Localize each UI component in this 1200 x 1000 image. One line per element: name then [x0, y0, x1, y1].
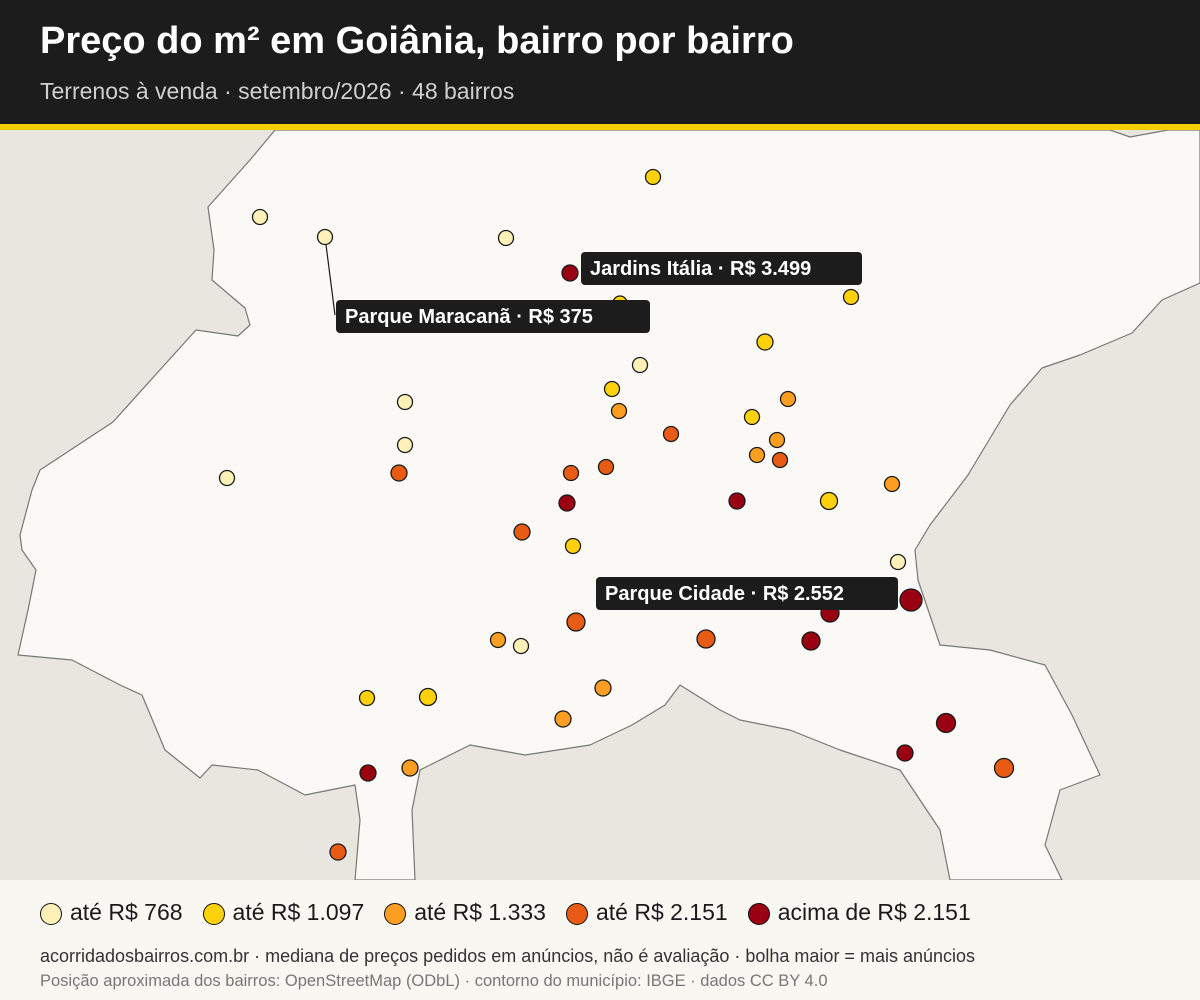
legend-label: até R$ 2.151: [595, 898, 728, 925]
neighborhood-marker[interactable]: [218, 469, 236, 487]
legend-item-tier4: até R$ 2.151: [565, 898, 728, 926]
neighborhood-marker[interactable]: [418, 687, 438, 707]
callout-box: [581, 252, 862, 285]
callout-box: [336, 300, 650, 333]
neighborhood-marker[interactable]: [558, 494, 576, 512]
neighborhood-marker[interactable]: [935, 712, 957, 734]
map-title: Preço do m² em Goiânia, bairro por bairr…: [40, 20, 794, 62]
neighborhood-marker[interactable]: [329, 843, 347, 861]
neighborhood-marker[interactable]: [603, 380, 621, 398]
neighborhood-marker[interactable]: [316, 228, 334, 246]
legend-label: acima de R$ 2.151: [777, 898, 971, 925]
neighborhood-marker[interactable]: [771, 451, 789, 469]
legend-swatch: [40, 902, 62, 925]
callout-jardins-italia: Jardins Itália · R$ 3.499: [581, 252, 862, 285]
callout-leader-line: [324, 236, 336, 316]
map-svg[interactable]: Jardins Itália · R$ 3.499 Parque Maracanã…: [0, 130, 1200, 880]
neighborhood-marker[interactable]: [756, 333, 774, 351]
legend-label: até R$ 1.333: [414, 898, 546, 925]
legend-item-tier3: até R$ 1.333: [384, 899, 546, 926]
neighborhood-marker[interactable]: [489, 631, 507, 649]
legend-item-tier2: até R$ 1.097: [202, 898, 365, 926]
map-subtitle: Terrenos à venda · setembro/2026 · 48 ba…: [40, 78, 515, 104]
neighborhood-marker[interactable]: [562, 464, 580, 482]
neighborhood-marker[interactable]: [631, 356, 649, 374]
neighborhood-marker[interactable]: [396, 393, 414, 411]
neighborhood-marker[interactable]: [359, 764, 377, 782]
accent-stripe: [0, 124, 1200, 130]
neighborhood-marker[interactable]: [390, 464, 408, 482]
neighborhood-marker[interactable]: [554, 710, 572, 728]
methodology-note: acorridadosbairros.com.br · mediana de p…: [40, 946, 976, 966]
neighborhood-marker[interactable]: [644, 168, 662, 186]
neighborhood-marker[interactable]: [662, 425, 680, 443]
neighborhood-marker[interactable]: [728, 492, 746, 510]
legend-item-tier5: acima de R$ 2.151: [747, 898, 971, 926]
callout-parque-cidade: Parque Cidade · R$ 2.552: [596, 577, 898, 610]
neighborhood-marker[interactable]: [889, 553, 907, 571]
callout-box: [596, 577, 898, 610]
neighborhood-marker[interactable]: [564, 537, 582, 555]
neighborhood-marker[interactable]: [896, 744, 914, 762]
neighborhood-marker[interactable]: [401, 759, 419, 777]
neighborhood-marker[interactable]: [819, 491, 839, 511]
neighborhood-marker[interactable]: [512, 637, 530, 655]
callout-label: Parque Cidade · R$ 2.552: [605, 583, 844, 605]
neighborhood-marker[interactable]: [251, 208, 269, 226]
neighborhood-marker[interactable]: [842, 288, 860, 306]
callout-label: Parque Maracanã · R$ 375: [345, 306, 593, 328]
legend-swatch: [747, 902, 770, 925]
callout-parque-maracana: Parque Maracanã · R$ 375: [336, 300, 650, 333]
legend-swatch: [565, 902, 588, 925]
footer-area: [0, 880, 1200, 1000]
legend-item-tier1: até R$ 768: [40, 899, 183, 926]
municipality-outline: [17, 130, 1200, 880]
legend: até R$ 768 até R$ 1.097 até R$ 1.333 até…: [40, 897, 991, 927]
neighborhood-marker[interactable]: [748, 446, 766, 464]
neighborhood-marker[interactable]: [513, 523, 531, 541]
neighborhood-marker[interactable]: [597, 458, 615, 476]
map-area[interactable]: Jardins Itália · R$ 3.499 Parque Maracanã…: [0, 130, 1200, 880]
neighborhood-marker[interactable]: [899, 588, 923, 612]
neighborhood-marker[interactable]: [358, 689, 376, 707]
neighborhood-marker[interactable]: [801, 631, 821, 651]
neighborhood-marker[interactable]: [743, 408, 761, 426]
neighborhood-marker[interactable]: [594, 679, 612, 697]
neighborhood-marker[interactable]: [993, 757, 1015, 779]
neighborhood-marker[interactable]: [768, 431, 786, 449]
callout-label: Jardins Itália · R$ 3.499: [590, 258, 811, 280]
legend-label: até R$ 768: [70, 898, 183, 925]
legend-swatch: [384, 902, 407, 925]
neighborhood-marker[interactable]: [561, 264, 579, 282]
header-bar: Preço do m² em Goiânia, bairro por bairr…: [0, 0, 1200, 124]
legend-swatch: [202, 902, 225, 925]
neighborhood-marker[interactable]: [779, 390, 797, 408]
attribution-note: Posição aproximada dos bairros: OpenStre…: [40, 972, 828, 990]
neighborhood-marker[interactable]: [396, 436, 414, 454]
neighborhood-marker[interactable]: [696, 629, 716, 649]
neighborhood-marker[interactable]: [497, 229, 515, 247]
neighborhood-marker[interactable]: [566, 612, 586, 632]
neighborhood-marker[interactable]: [883, 475, 901, 493]
neighborhood-marker[interactable]: [610, 402, 628, 420]
legend-label: até R$ 1.097: [232, 898, 365, 925]
